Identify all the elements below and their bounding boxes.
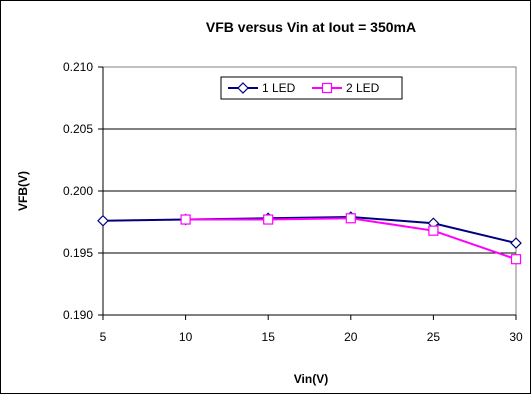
data-point (428, 225, 439, 236)
legend-marker (237, 82, 249, 94)
data-point (510, 254, 522, 265)
data-point (345, 213, 356, 224)
chart-title: VFB versus Vin at Iout = 350mA (206, 19, 416, 35)
axes: 0.190 0.195 0.200 0.205 0.210 5 10 15 20 25 30 (63, 60, 523, 344)
x-tick-label: 5 (100, 330, 107, 344)
series-group (97, 211, 522, 265)
y-axis-label: VFB(V) (16, 171, 30, 211)
y-tick-label: 0.210 (63, 60, 93, 74)
y-tick-label: 0.200 (63, 184, 93, 198)
x-tick-label: 15 (262, 330, 276, 344)
data-point (510, 237, 522, 249)
y-tick-label: 0.205 (63, 122, 93, 136)
legend-items: 1 LED 2 LED (228, 81, 380, 95)
x-tick-label: 25 (427, 330, 441, 344)
data-point (97, 214, 109, 227)
series-2 (180, 213, 522, 265)
legend-marker (321, 82, 333, 94)
data-point (180, 214, 191, 225)
legend-label: 1 LED (262, 81, 296, 95)
legend-box (220, 76, 403, 100)
y-tick-label: 0.190 (63, 308, 93, 322)
gridlines (103, 128, 516, 254)
legend: 1 LED 2 LED (220, 76, 403, 100)
x-axis-label: Vin(V) (294, 372, 328, 386)
data-point (263, 214, 274, 225)
x-tick-label: 20 (344, 330, 358, 344)
series-line (102, 216, 517, 245)
y-tick-label: 0.195 (63, 246, 93, 260)
legend-label: 2 LED (346, 81, 380, 95)
x-tick-label: 10 (179, 330, 193, 344)
x-tick-label: 30 (509, 330, 523, 344)
